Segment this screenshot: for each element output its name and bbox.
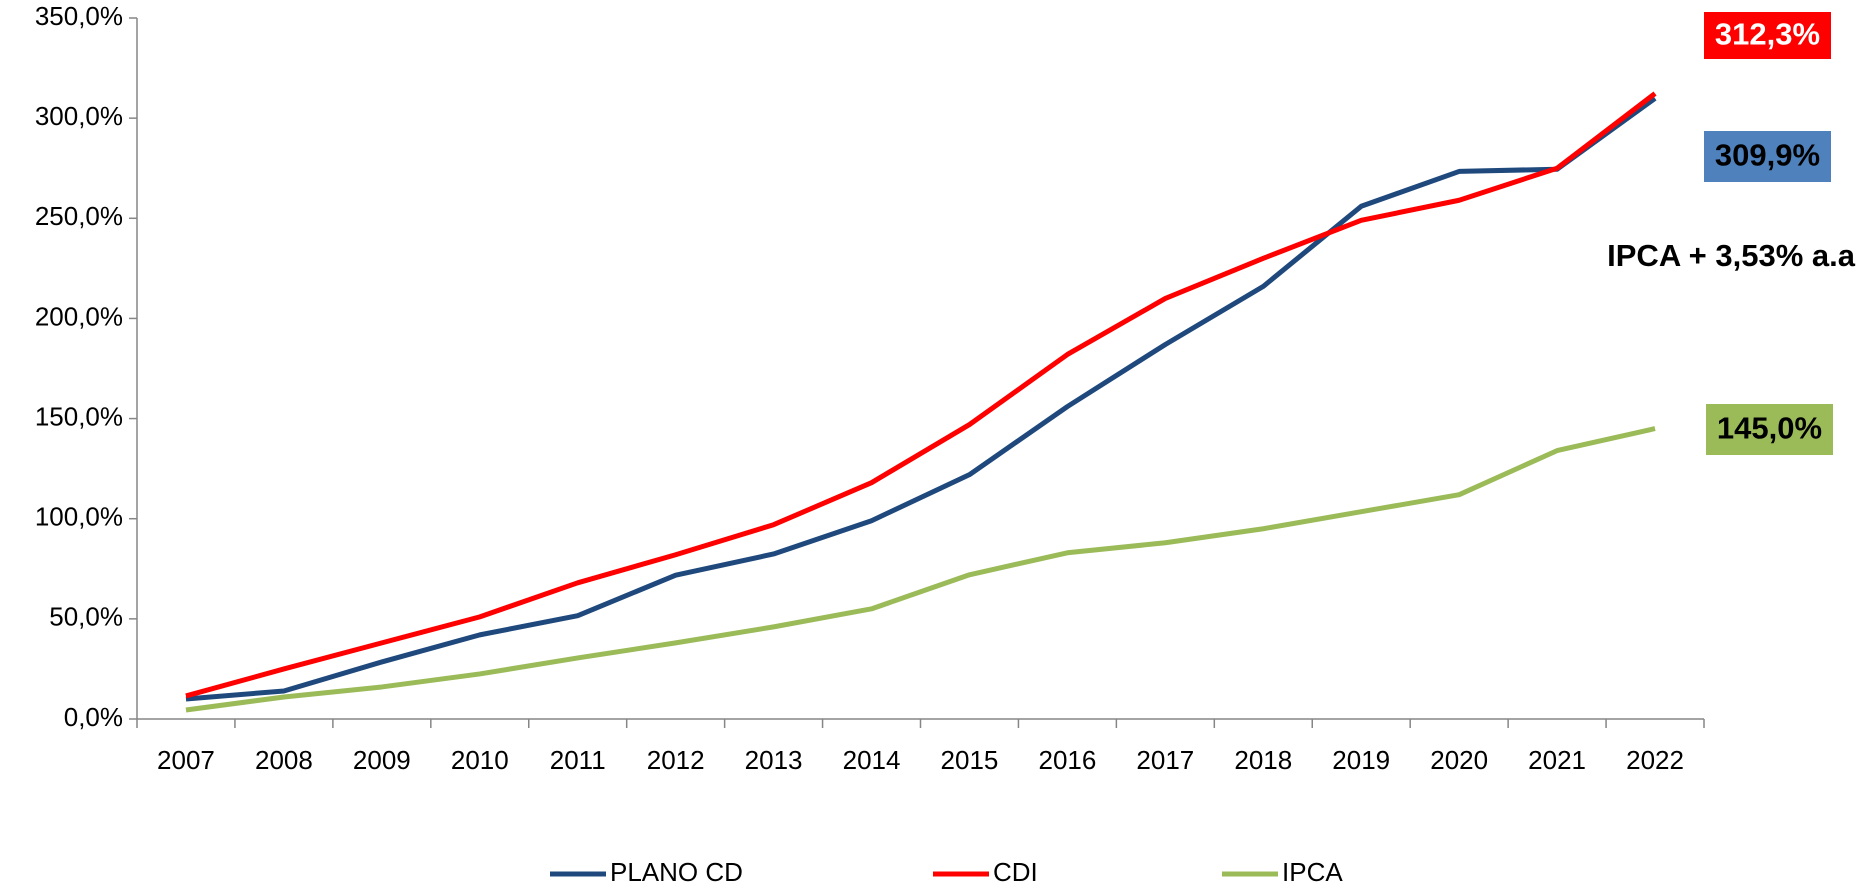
x-tick-label: 2009: [353, 745, 411, 775]
x-tick-label: 2021: [1528, 745, 1586, 775]
annotation: IPCA + 3,53% a.a: [1607, 238, 1856, 273]
x-tick-label: 2015: [941, 745, 999, 775]
y-tick-label: 150,0%: [35, 401, 123, 431]
x-tick-label: 2016: [1038, 745, 1096, 775]
y-tick-label: 300,0%: [35, 101, 123, 131]
series-line: [185, 426, 1656, 713]
x-tick-label: 2013: [745, 745, 803, 775]
y-tick-label: 250,0%: [35, 201, 123, 231]
y-tick-label: 350,0%: [35, 1, 123, 31]
legend-label: IPCA: [1282, 857, 1343, 887]
series-line: [185, 96, 1657, 702]
annotation-box: [1704, 12, 1831, 59]
y-tick-label: 50,0%: [49, 602, 123, 632]
x-tick-label: 2022: [1626, 745, 1684, 775]
x-tick-label: 2017: [1136, 745, 1194, 775]
x-tick-label: 2011: [550, 745, 606, 775]
y-tick-label: 100,0%: [35, 502, 123, 532]
x-tick-label: 2020: [1430, 745, 1488, 775]
x-tick-label: 2012: [647, 745, 705, 775]
y-tick-label: 200,0%: [35, 301, 123, 331]
series-line: [185, 91, 1657, 699]
x-tick-label: 2019: [1332, 745, 1390, 775]
x-tick-label: 2010: [451, 745, 509, 775]
x-tick-label: 2018: [1234, 745, 1292, 775]
annotation: 312,3%: [1715, 17, 1820, 52]
annotation-box: [1706, 404, 1833, 455]
annotation-box: [1704, 131, 1831, 182]
legend-label: PLANO CD: [610, 857, 743, 887]
x-tick-label: 2008: [255, 745, 313, 775]
x-tick-label: 2014: [843, 745, 901, 775]
annotation: 309,9%: [1715, 138, 1820, 173]
annotation: 145,0%: [1717, 411, 1822, 446]
y-tick-label: 0,0%: [64, 702, 123, 732]
x-tick-label: 2007: [157, 745, 215, 775]
legend-label: CDI: [993, 857, 1038, 887]
